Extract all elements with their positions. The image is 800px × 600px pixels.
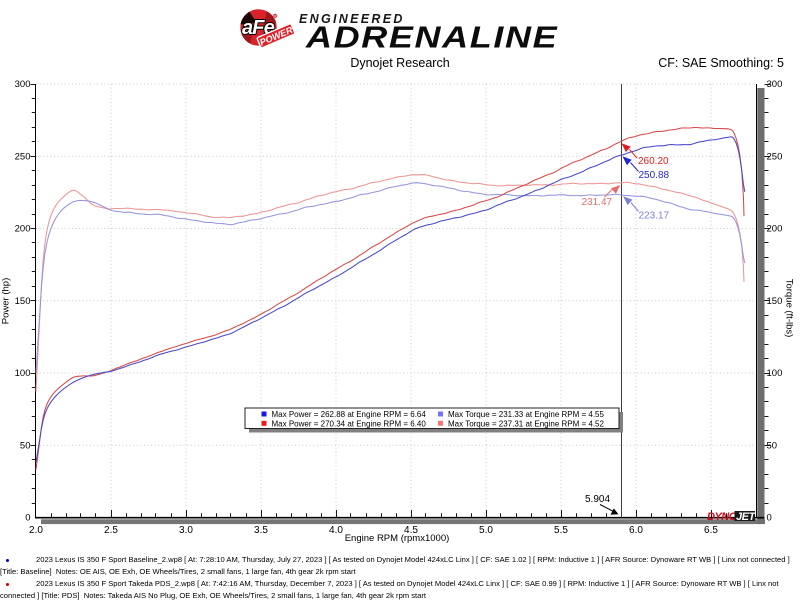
svg-text:6.5: 6.5: [704, 525, 718, 536]
svg-text:3.0: 3.0: [179, 525, 193, 536]
svg-text:Max Torque = 231.33 at Engine: Max Torque = 231.33 at Engine RPM = 4.55: [448, 410, 605, 419]
svg-text:200: 200: [767, 224, 783, 235]
svg-text:Max Power = 270.34 at Engine R: Max Power = 270.34 at Engine RPM = 6.40: [272, 419, 427, 428]
svg-text:223.17: 223.17: [639, 210, 670, 221]
svg-text:50: 50: [20, 440, 31, 451]
svg-text:ADRENALINE: ADRENALINE: [305, 21, 559, 55]
svg-text:Power (hp): Power (hp): [1, 278, 12, 324]
svg-text:150: 150: [15, 296, 31, 307]
svg-text:6.0: 6.0: [629, 525, 643, 536]
svg-text:250.88: 250.88: [639, 170, 670, 181]
svg-text:300: 300: [767, 79, 783, 90]
svg-text:260.20: 260.20: [638, 156, 669, 167]
svg-text:231.47: 231.47: [582, 197, 613, 208]
svg-text:5.904: 5.904: [585, 494, 610, 505]
svg-text:4.0: 4.0: [329, 525, 343, 536]
svg-text:100: 100: [15, 368, 31, 379]
svg-text:0: 0: [767, 513, 772, 524]
svg-text:Engine RPM (rpmx1000): Engine RPM (rpmx1000): [345, 533, 450, 544]
svg-text:JET: JET: [736, 511, 756, 523]
svg-text:ENGINEERED: ENGINEERED: [299, 12, 405, 26]
svg-text:5.0: 5.0: [479, 525, 493, 536]
svg-text:250: 250: [15, 151, 31, 162]
svg-text:200: 200: [15, 224, 31, 235]
svg-text:3.5: 3.5: [254, 525, 268, 536]
svg-text:DYNO: DYNO: [707, 511, 738, 523]
svg-text:Max Power = 262.88 at Engine R: Max Power = 262.88 at Engine RPM = 6.64: [272, 410, 427, 419]
svg-text:50: 50: [767, 440, 778, 451]
svg-text:0: 0: [25, 513, 30, 524]
svg-text:Max Torque = 237.31 at Engine: Max Torque = 237.31 at Engine RPM = 4.52: [448, 419, 605, 428]
svg-text:5.5: 5.5: [554, 525, 568, 536]
svg-text:2.5: 2.5: [104, 525, 118, 536]
svg-text:250: 250: [767, 151, 783, 162]
svg-text:4.5: 4.5: [404, 525, 418, 536]
svg-text:2.0: 2.0: [29, 525, 43, 536]
svg-text:Torque (ft-lbs): Torque (ft-lbs): [784, 279, 795, 338]
svg-text:R: R: [273, 14, 277, 19]
svg-text:100: 100: [767, 368, 783, 379]
svg-text:300: 300: [15, 79, 31, 90]
svg-text:150: 150: [767, 296, 783, 307]
